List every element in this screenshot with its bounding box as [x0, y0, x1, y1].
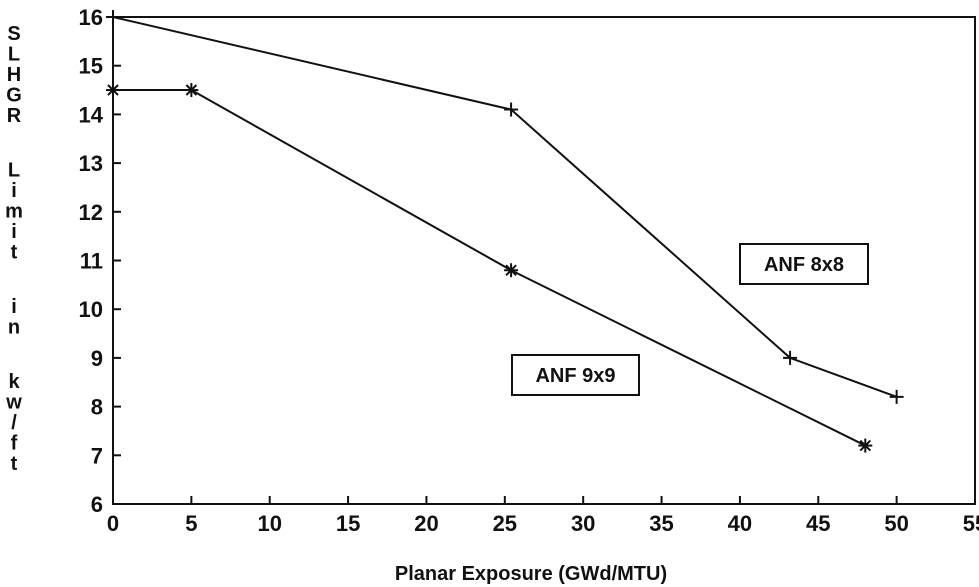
series-layer [106, 10, 904, 453]
data-point-anf-9x9 [184, 83, 199, 98]
x-tick-label: 30 [571, 511, 595, 536]
x-tick-label: 45 [806, 511, 830, 536]
y-axis-title-char: H [7, 64, 21, 86]
x-tick-label: 20 [414, 511, 438, 536]
marker-stroke [505, 264, 517, 276]
marker-stroke [107, 84, 119, 96]
y-axis-title-char: R [7, 105, 22, 127]
y-axis-ticks: 6 7 8 9 10 11 12 13 14 15 16 [79, 5, 121, 517]
annotation-layer: ANF 8x8 ANF 9x9 [511, 243, 869, 396]
annotation-label: ANF 8x8 [764, 254, 844, 276]
x-axis-ticks: 0 5 10 15 20 25 30 35 40 45 50 55 [107, 496, 979, 536]
y-tick-label: 13 [79, 151, 103, 176]
y-axis-title-char: t [11, 242, 18, 264]
y-axis-title-char: L [8, 160, 20, 182]
y-axis-title-char: t [11, 453, 18, 475]
data-point-anf-8x8 [889, 389, 904, 404]
y-tick-label: 8 [91, 395, 103, 420]
x-tick-label: 10 [257, 511, 281, 536]
y-tick-label: 6 [91, 492, 103, 517]
y-axis-title-char: i [11, 296, 17, 318]
y-tick-label: 15 [79, 54, 103, 79]
y-axis-title-char: S [7, 23, 20, 45]
y-axis-title-char: k [8, 371, 20, 393]
data-point-anf-9x9 [858, 438, 873, 453]
data-point-anf-9x9 [106, 83, 120, 98]
y-axis-title-char: G [6, 85, 22, 107]
x-tick-label: 5 [185, 511, 197, 536]
annotation-box [511, 354, 640, 396]
data-point-anf-9x9 [504, 263, 519, 278]
marker-stroke [185, 84, 198, 96]
annotation-box [739, 243, 869, 285]
x-tick-label: 55 [963, 511, 979, 536]
x-tick-label: 40 [728, 511, 752, 536]
data-point-anf-8x8 [106, 10, 120, 24]
y-axis-title-char: w [5, 392, 22, 414]
y-tick-label: 12 [79, 200, 103, 225]
y-axis-title-char: m [5, 201, 23, 223]
y-tick-label: 11 [80, 249, 103, 274]
marker-stroke [859, 439, 872, 452]
y-tick-label: 7 [91, 443, 103, 468]
y-tick-label: 14 [79, 102, 104, 127]
annotation-anf-8x8: ANF 8x8 [739, 243, 869, 285]
data-point-anf-8x8 [504, 102, 519, 117]
x-tick-label: 0 [107, 511, 119, 536]
y-axis-title-char: i [11, 180, 17, 202]
annotation-anf-9x9: ANF 9x9 [511, 354, 640, 396]
x-tick-label: 15 [336, 511, 360, 536]
x-tick-label: 25 [493, 511, 517, 536]
data-point-anf-8x8 [783, 350, 798, 365]
y-axis-title-char: n [8, 317, 20, 339]
y-axis-title-char: / [11, 412, 17, 434]
series-line-anf-9x9 [113, 89, 866, 447]
y-axis-title-char: i [11, 221, 17, 243]
x-axis-title: Planar Exposure (GWd/MTU) [395, 563, 667, 585]
y-axis-title-char: L [8, 44, 20, 66]
series-line-anf-8x8 [112, 16, 897, 398]
y-axis-title-char: f [11, 433, 18, 455]
x-tick-label: 50 [884, 511, 908, 536]
y-tick-label: 9 [91, 346, 103, 371]
x-tick-label: 35 [649, 511, 673, 536]
y-tick-label: 10 [79, 297, 103, 322]
annotation-label: ANF 9x9 [535, 365, 615, 387]
y-tick-label: 16 [79, 5, 103, 30]
